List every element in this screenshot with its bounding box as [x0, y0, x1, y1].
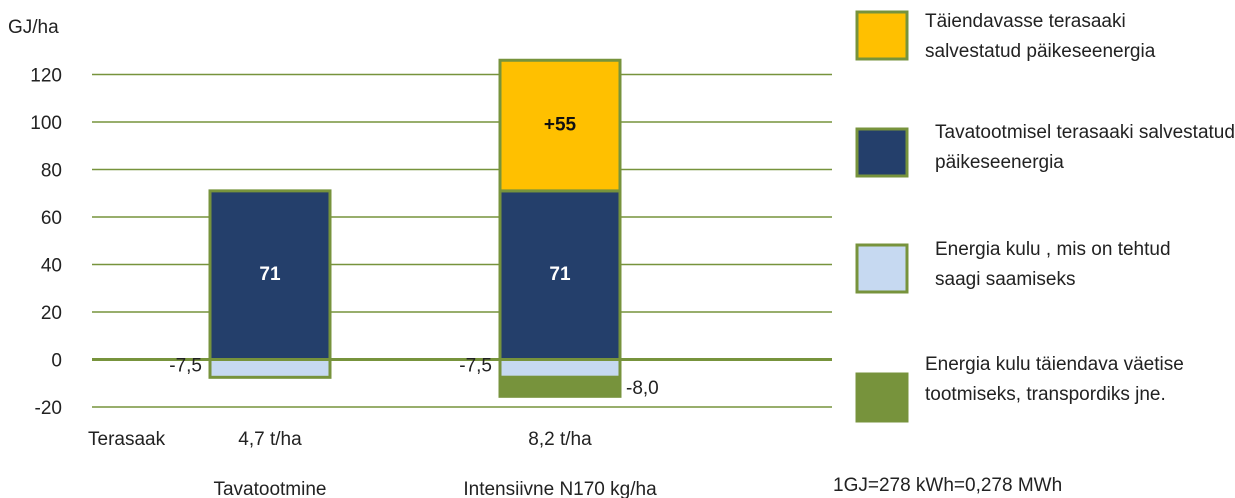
row-label: Terasaak [88, 429, 166, 450]
legend-swatch [855, 372, 909, 423]
y-tick-label: 120 [30, 66, 62, 87]
bar-segment [208, 358, 332, 379]
legend-swatch [855, 10, 909, 61]
legend-swatch [855, 127, 909, 178]
legend-label: Energia kulu täiendava väetise tootmisek… [925, 354, 1184, 405]
data-label: +55 [544, 115, 577, 136]
legend-label: Täiendavasse terasaaki salvestatud päike… [925, 11, 1156, 62]
yield-label: 4,7 t/ha [238, 429, 302, 450]
legend-label: Tavatootmisel terasaaki salvestatud päik… [935, 122, 1235, 173]
bar-segment [498, 375, 622, 398]
data-label: -8,0 [626, 378, 659, 399]
data-label: 71 [549, 264, 571, 285]
data-label: 71 [259, 264, 281, 285]
bar-segment [498, 358, 622, 379]
legend-label: Energia kulu , mis on tehtud saagi saami… [935, 239, 1171, 290]
y-tick-label: 80 [41, 161, 62, 182]
note: 1GJ=278 kWh=0,278 MWh [833, 475, 1062, 496]
y-tick-label: -20 [35, 398, 62, 419]
yield-label: 8,2 t/ha [528, 429, 592, 450]
legend-swatch [855, 243, 909, 294]
y-axis-label: GJ/ha [8, 17, 59, 38]
y-tick-label: 60 [41, 208, 62, 229]
bar-segment [208, 189, 332, 361]
x-category-label: Intensiivne N170 kg/ha [463, 479, 657, 498]
x-category-label: Tavatootmine [213, 479, 326, 498]
bar-segment [498, 189, 622, 361]
y-tick-label: 20 [41, 303, 62, 324]
data-label: -7,5 [459, 355, 492, 376]
y-tick-label: 0 [51, 351, 62, 372]
data-label: -7,5 [169, 355, 202, 376]
y-tick-label: 40 [41, 256, 62, 277]
bar-segment [498, 58, 622, 193]
y-tick-label: 100 [30, 113, 62, 134]
